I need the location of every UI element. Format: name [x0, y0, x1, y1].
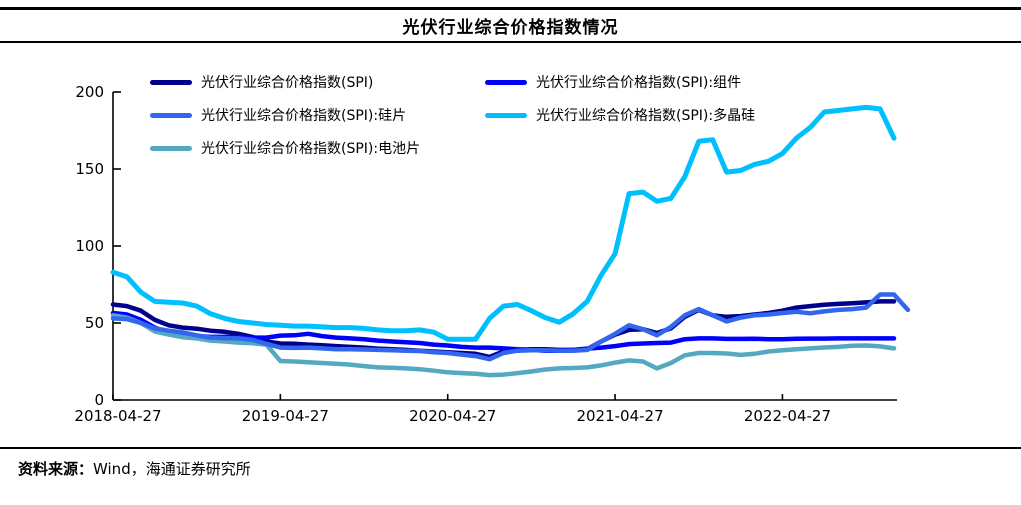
- legend-swatch-icon: [150, 145, 192, 151]
- series-line-2: [110, 292, 911, 362]
- legend-label: 光伏行业综合价格指数(SPI):硅片: [201, 108, 407, 124]
- title-divider: [0, 41, 1021, 43]
- footer-divider: [0, 447, 1021, 449]
- legend-item-4: 光伏行业综合价格指数(SPI):电池片: [150, 138, 485, 158]
- legend-swatch-icon: [485, 79, 527, 85]
- legend-label: 光伏行业综合价格指数(SPI):组件: [536, 75, 742, 91]
- legend-swatch-icon: [150, 112, 192, 118]
- x-tick-label: 2022-04-27: [743, 407, 832, 425]
- legend-label: 光伏行业综合价格指数(SPI):电池片: [201, 141, 421, 157]
- legend-swatch-icon: [485, 112, 527, 118]
- y-tick-label: 50: [84, 314, 104, 332]
- legend-item-3: 光伏行业综合价格指数(SPI):多晶硅: [485, 105, 755, 125]
- y-tick-label: 0: [94, 391, 104, 409]
- y-tick-label: 150: [75, 160, 104, 178]
- y-tick-label: 100: [75, 237, 104, 255]
- legend-label: 光伏行业综合价格指数(SPI):多晶硅: [536, 108, 756, 124]
- chart-legend: 光伏行业综合价格指数(SPI) 光伏行业综合价格指数(SPI):组件 光伏行业综合价…: [150, 72, 755, 158]
- source-text: Wind，海通证券研究所: [93, 460, 251, 478]
- source-label: 资料来源：: [18, 460, 94, 478]
- source-note: 资料来源：Wind，海通证券研究所: [18, 458, 251, 479]
- chart-title: 光伏行业综合价格指数情况: [402, 18, 619, 38]
- series-line-3: [110, 104, 897, 342]
- x-tick-label: 2018-04-27: [74, 407, 162, 425]
- legend-item-1: 光伏行业综合价格指数(SPI):组件: [485, 72, 755, 92]
- x-tick-label: 2020-04-27: [409, 407, 497, 425]
- x-tick-label: 2019-04-27: [241, 407, 329, 425]
- series-line-4: [110, 313, 897, 378]
- x-tick-label: 2021-04-27: [576, 407, 664, 425]
- legend-swatch-icon: [150, 79, 192, 85]
- y-tick-label: 200: [75, 83, 104, 101]
- legend-item-2: 光伏行业综合价格指数(SPI):硅片: [150, 105, 485, 125]
- legend-label: 光伏行业综合价格指数(SPI): [201, 75, 374, 91]
- top-divider: [0, 7, 1021, 10]
- legend-item-0: 光伏行业综合价格指数(SPI): [150, 72, 485, 92]
